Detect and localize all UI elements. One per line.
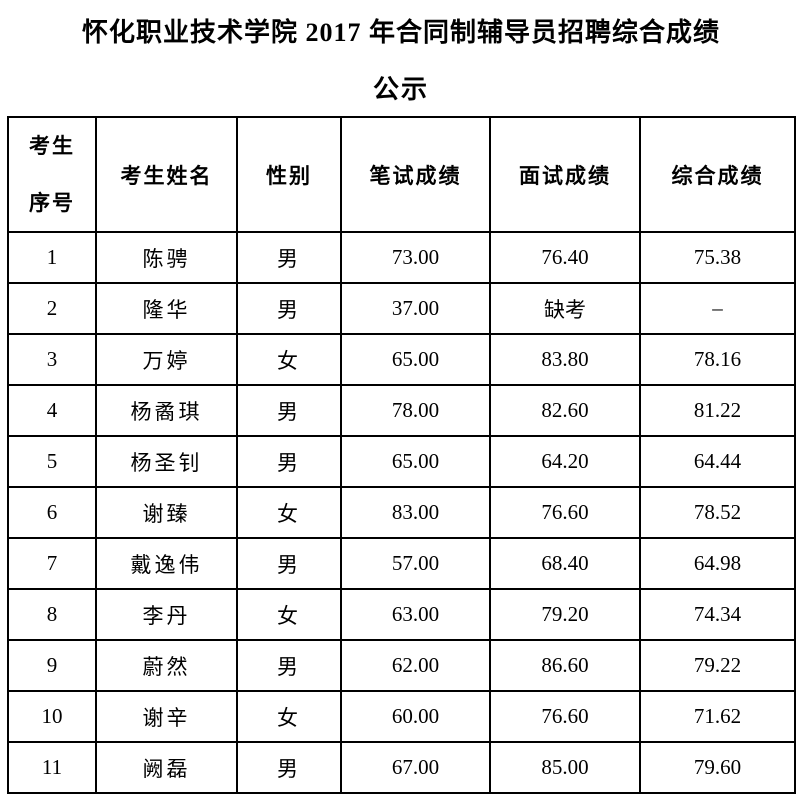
cell-written: 67.00 [340,741,491,794]
cell-interview: 86.60 [489,639,641,693]
col-header-written: 笔试成绩 [340,115,491,234]
cell-gender: 男 [236,639,342,693]
cell-interview: 83.80 [489,333,641,387]
cell-gender: 女 [236,486,342,540]
cell-overall: 71.62 [639,690,796,744]
cell-written: 65.00 [340,333,491,387]
cell-interview: 68.40 [489,537,641,591]
cell-seq: 9 [7,639,97,693]
cell-gender: 男 [236,282,342,336]
cell-name: 隆华 [95,282,238,336]
cell-written: 83.00 [340,486,491,540]
cell-seq: 5 [7,435,97,489]
cell-name: 阙磊 [95,741,238,794]
cell-overall: 79.60 [639,741,796,794]
cell-gender: 男 [236,384,342,438]
cell-seq: 1 [7,231,97,285]
cell-name: 戴逸伟 [95,537,238,591]
cell-interview: 76.60 [489,486,641,540]
cell-written: 78.00 [340,384,491,438]
cell-written: 62.00 [340,639,491,693]
cell-seq: 11 [7,741,97,794]
cell-seq: 7 [7,537,97,591]
results-table-header: 考生 序号 考生姓名 性别 笔试成绩 面试成绩 综合成绩 [7,115,796,234]
cell-interview: 76.60 [489,690,641,744]
col-header-name: 考生姓名 [95,115,238,234]
cell-seq: 6 [7,486,97,540]
cell-gender: 男 [236,231,342,285]
cell-overall: 78.52 [639,486,796,540]
cell-interview: 64.20 [489,435,641,489]
cell-name: 杨矞琪 [95,384,238,438]
table-row: 5 杨圣钊男 65.00 64.20 64.44 [7,435,796,489]
table-row: 8 李丹女 63.00 79.20 74.34 [7,588,796,642]
col-header-seq: 考生 序号 [7,115,97,234]
cell-name: 杨圣钊 [95,435,238,489]
table-row: 1 陈骋男 73.00 76.40 75.38 [7,231,796,285]
cell-overall: 79.22 [639,639,796,693]
cell-name: 谢辛 [95,690,238,744]
cell-gender: 男 [236,435,342,489]
col-header-interview: 面试成绩 [489,115,641,234]
cell-name: 谢臻 [95,486,238,540]
col-header-gender: 性别 [236,115,342,234]
cell-overall: 64.98 [639,537,796,591]
table-row: 4 杨矞琪男 78.00 82.60 81.22 [7,384,796,438]
cell-written: 73.00 [340,231,491,285]
cell-name: 蔚然 [95,639,238,693]
cell-overall: 78.16 [639,333,796,387]
cell-seq: 10 [7,690,97,744]
results-table: 考生 序号 考生姓名 性别 笔试成绩 面试成绩 综合成绩 1 陈骋男 73.00 76… [7,115,796,794]
header-row: 考生 序号 考生姓名 性别 笔试成绩 面试成绩 综合成绩 [7,115,796,234]
table-row: 9 蔚然男 62.00 86.60 79.22 [7,639,796,693]
cell-gender: 女 [236,690,342,744]
cell-seq: 4 [7,384,97,438]
cell-written: 60.00 [340,690,491,744]
cell-written: 37.00 [340,282,491,336]
cell-overall: 64.44 [639,435,796,489]
cell-written: 65.00 [340,435,491,489]
cell-gender: 女 [236,588,342,642]
cell-overall: 74.34 [639,588,796,642]
col-header-overall: 综合成绩 [639,115,796,234]
cell-written: 57.00 [340,537,491,591]
table-row: 3 万婷女 65.00 83.80 78.16 [7,333,796,387]
cell-overall: 75.38 [639,231,796,285]
cell-interview: 82.60 [489,384,641,438]
cell-interview: 76.40 [489,231,641,285]
cell-overall: 81.22 [639,384,796,438]
cell-name: 万婷 [95,333,238,387]
table-row: 7 戴逸伟男 57.00 68.40 64.98 [7,537,796,591]
cell-seq: 2 [7,282,97,336]
table-row: 2 隆华男 37.00 缺考 – [7,282,796,336]
table-row: 6 谢臻女 83.00 76.60 78.52 [7,486,796,540]
cell-interview: 缺考 [489,282,641,336]
cell-written: 63.00 [340,588,491,642]
cell-interview: 85.00 [489,741,641,794]
cell-gender: 男 [236,741,342,794]
cell-interview: 79.20 [489,588,641,642]
cell-name: 李丹 [95,588,238,642]
results-table-body: 1 陈骋男 73.00 76.40 75.38 2 隆华男 37.00 缺考 –3 万婷女 65.00… [7,231,796,794]
table-row: 10 谢辛女 60.00 76.60 71.62 [7,690,796,744]
page-subtitle: 公示 [372,75,429,104]
cell-gender: 女 [236,333,342,387]
cell-gender: 男 [236,537,342,591]
table-row: 11 阙磊男 67.00 85.00 79.60 [7,741,796,794]
page-title: 怀化职业技术学院 2017 年合同制辅导员招聘综合成绩 [81,18,720,47]
cell-overall: – [639,282,796,336]
cell-seq: 8 [7,588,97,642]
cell-name: 陈骋 [95,231,238,285]
cell-seq: 3 [7,333,97,387]
